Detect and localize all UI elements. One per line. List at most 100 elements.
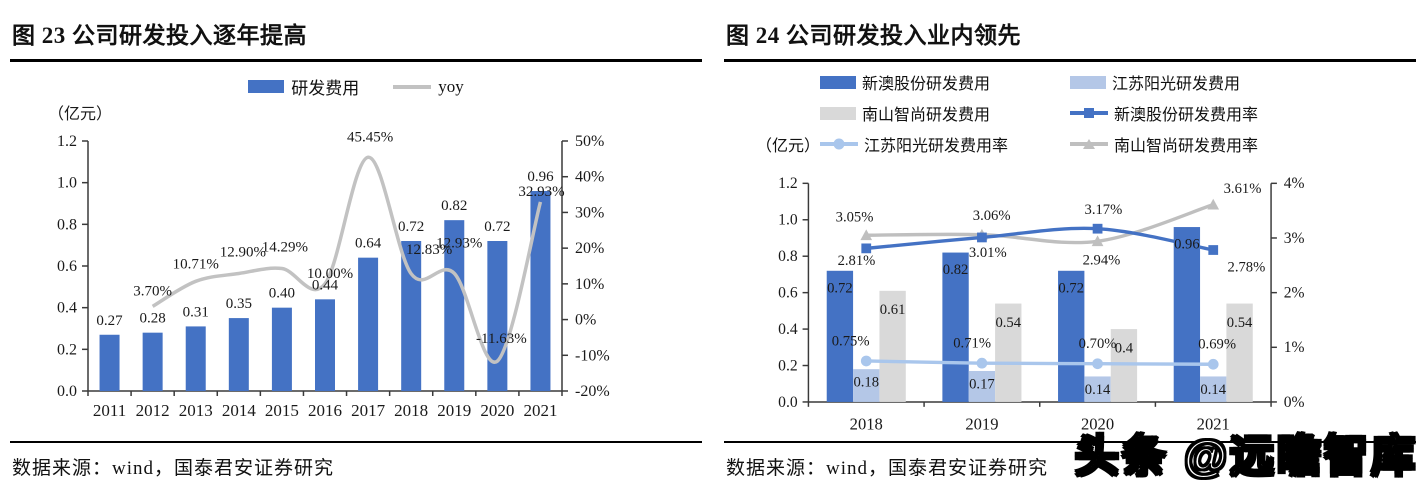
line-series [866,203,1214,245]
figure-24-panel: 图 24 公司研发投入业内领先 新澳股份研发费用 江苏阳光研发费用 南山智尚研发… [724,10,1416,480]
figure-23-legend: 研发费用 yoy [10,74,702,99]
svg-text:0.2: 0.2 [778,357,798,374]
svg-text:0.64: 0.64 [355,236,382,252]
svg-text:2%: 2% [1284,285,1305,302]
circle-marker-icon [833,138,845,150]
svg-text:10.00%: 10.00% [307,266,353,282]
legend-item-rd-expense: 研发费用 [248,74,359,99]
svg-text:2018: 2018 [394,401,428,420]
circle-marker-icon [860,355,872,367]
bar-swatch-blue [248,80,285,93]
svg-text:3.01%: 3.01% [969,245,1007,261]
svg-text:10.71%: 10.71% [173,256,219,272]
bar [1200,376,1227,402]
svg-text:3%: 3% [1284,230,1305,247]
bar [142,332,163,391]
figure-24-unit-label: （亿元） [756,138,821,155]
legend-item-nanshan-rate: 南山智尚研发费用率 [1070,132,1320,156]
legend-label: yoy [438,76,464,96]
svg-text:0%: 0% [1284,394,1305,411]
legend-label: 研发费用 [291,79,360,98]
figure-23-chart-canvas: （亿元） 0.0 0.2 0.4 0.6 0.8 1.0 1.2 -20% -10% 0% 10% 20… [48,105,610,420]
svg-text:2.94%: 2.94% [1083,253,1121,269]
legend-label: 南山智尚研发费用 [862,107,991,124]
svg-text:12.93%: 12.93% [436,235,482,251]
svg-text:0.28: 0.28 [140,311,166,327]
svg-text:0.54: 0.54 [995,315,1021,331]
bar [879,290,906,402]
svg-text:0.0: 0.0 [57,383,77,400]
svg-text:0.96: 0.96 [527,169,554,185]
svg-text:0.72: 0.72 [484,219,510,235]
svg-text:2014: 2014 [222,401,257,420]
svg-text:1.2: 1.2 [778,175,798,192]
svg-text:2.81%: 2.81% [838,253,876,269]
legend-item-jiangsu-expense: 江苏阳光研发费用 [1070,70,1320,94]
svg-text:0.40: 0.40 [269,286,295,302]
svg-text:20%: 20% [575,240,604,257]
svg-text:2012: 2012 [136,401,170,420]
svg-text:-20%: -20% [575,383,610,400]
svg-text:2021: 2021 [1197,414,1230,433]
line-swatch-gray [393,84,432,89]
svg-text:12.83%: 12.83% [406,242,452,258]
figure-24-title: 图 24 公司研发投入业内领先 [724,10,1416,62]
svg-text:1.0: 1.0 [57,175,77,192]
triangle-marker-icon [860,229,873,241]
svg-text:12.90%: 12.90% [220,245,266,261]
figure-23-source: 数据来源：wind，国泰君安证券研究 [10,441,702,480]
svg-text:-10%: -10% [575,347,610,364]
square-marker-icon [1092,223,1103,234]
legend-item-xinao-expense: 新澳股份研发费用 [820,70,1070,94]
svg-text:0.72: 0.72 [827,280,853,296]
svg-text:2018: 2018 [850,414,883,433]
svg-text:0.82: 0.82 [441,198,467,214]
svg-text:0.69%: 0.69% [1198,337,1236,353]
svg-text:0.8: 0.8 [57,216,77,233]
svg-text:0.27: 0.27 [96,313,123,329]
bar [228,318,249,391]
svg-text:0.14: 0.14 [1085,382,1111,398]
svg-text:1.2: 1.2 [57,133,77,150]
svg-text:10%: 10% [575,276,604,293]
svg-text:0.17: 0.17 [969,377,995,393]
bar [99,334,120,391]
bar-swatch-gray [820,106,856,120]
bar [315,299,335,391]
bar [185,326,206,391]
svg-text:2.78%: 2.78% [1228,259,1266,275]
legend-label: 新澳股份研发费用率 [1114,107,1259,124]
svg-text:2013: 2013 [179,401,213,420]
svg-text:0.18: 0.18 [853,375,879,391]
svg-text:0.75%: 0.75% [832,333,870,349]
legend-item-jiangsu-rate: 江苏阳光研发费用率 [820,132,1070,156]
square-marker-icon [1084,108,1094,118]
line-swatch-light-blue [820,138,858,150]
triangle-marker-icon [1083,139,1095,149]
legend-label: 江苏阳光研发费用率 [864,138,1009,155]
square-marker-icon [861,243,872,254]
svg-text:0.31: 0.31 [183,304,209,320]
bar [271,307,292,391]
bar [487,241,508,391]
svg-text:0.8: 0.8 [778,248,798,265]
svg-text:0.35: 0.35 [226,296,252,312]
svg-text:0.71%: 0.71% [953,336,991,352]
bar-swatch-blue [820,75,856,89]
bar [1226,303,1253,402]
svg-text:2020: 2020 [1081,414,1114,433]
svg-text:3.06%: 3.06% [973,208,1011,224]
svg-text:0.4: 0.4 [1115,341,1134,357]
legend-item-nanshan-expense: 南山智尚研发费用 [820,101,1070,125]
svg-text:2016: 2016 [308,401,342,420]
svg-text:1%: 1% [1284,339,1305,356]
triangle-marker-icon [1091,235,1104,247]
svg-text:2015: 2015 [265,401,299,420]
figure-24-chart-canvas: 0.0 0.2 0.4 0.6 0.8 1.0 1.2 0% 1% 2% 3% 4% 2018 2019 2… [778,175,1305,433]
svg-text:0.72: 0.72 [398,219,424,235]
line-swatch-blue [1070,108,1108,118]
svg-text:0.4: 0.4 [57,300,77,317]
svg-text:4%: 4% [1284,175,1305,192]
svg-text:-11.63%: -11.63% [476,331,527,347]
svg-text:（亿元）: （亿元） [48,105,112,123]
